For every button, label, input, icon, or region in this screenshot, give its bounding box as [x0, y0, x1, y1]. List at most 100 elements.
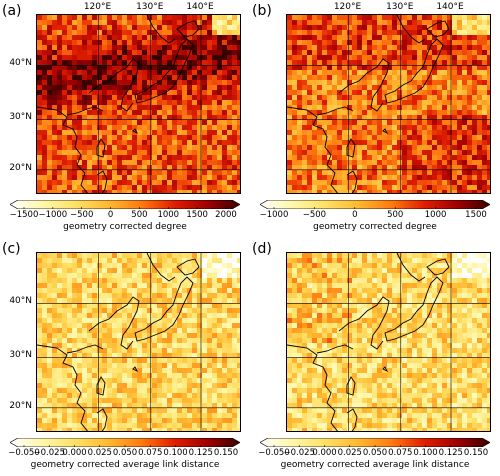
- coastline-path: [96, 376, 106, 396]
- map-field: [36, 252, 241, 432]
- colorbar: [10, 200, 240, 209]
- colorbar-tick-label: 1000: [157, 210, 180, 220]
- colorbar-tick-label: 0.050: [112, 448, 138, 458]
- map-svg: [37, 253, 240, 431]
- colorbar-tick-label: 0: [107, 210, 114, 220]
- coastline-path: [96, 138, 106, 158]
- coastline-path: [316, 106, 354, 116]
- colorbar-tick-label: 0.125: [188, 448, 213, 458]
- coastline-path: [132, 128, 139, 135]
- colorbar-tick-label: −0.050: [8, 448, 40, 458]
- colorbar-tick-label: 0.075: [388, 448, 413, 458]
- coastline-path: [88, 58, 140, 112]
- coastline-path: [396, 253, 426, 282]
- colorbar-tick-label: 0.100: [163, 448, 188, 458]
- lat-label: 20°N: [9, 162, 32, 173]
- colorbar-tick-label: 0.000: [312, 448, 337, 458]
- colorbar-tick-label: 0: [352, 210, 358, 220]
- map-field: [286, 252, 491, 432]
- coastline-path: [396, 15, 426, 44]
- lon-label: 140°E: [186, 2, 214, 12]
- coastline-path: [346, 170, 358, 193]
- colorbar-tick-label: −1500: [9, 210, 39, 220]
- coastline-path: [287, 106, 338, 193]
- colorbar-tick-label: −0.025: [33, 448, 65, 458]
- colorbar-tick-label: 0.150: [463, 448, 489, 458]
- colorbar-tick-label: 1000: [424, 210, 447, 220]
- coastline-path: [134, 38, 194, 104]
- coastline-path: [66, 106, 104, 116]
- colorbar-tick-label: −0.050: [258, 448, 290, 458]
- heatmap-cells: [287, 15, 490, 193]
- lon-label: 130°E: [136, 2, 164, 12]
- coastline-path: [382, 128, 389, 135]
- colorbar-tick-label: −1000: [259, 210, 289, 220]
- coastline-path: [176, 258, 200, 276]
- lat-label: 20°N: [9, 400, 32, 411]
- panel-label: (a): [2, 3, 22, 19]
- colorbar-tick-label: 0.100: [413, 448, 438, 458]
- colorbar-tick-label: −500: [302, 210, 327, 220]
- coastline-path: [96, 170, 108, 193]
- colorbar-tick-label: −500: [70, 210, 94, 220]
- coastline-path: [146, 15, 176, 44]
- graticule: [37, 253, 240, 431]
- colorbar-label: geometry corrected degree: [63, 222, 187, 232]
- coastlines: [287, 253, 450, 431]
- colorbar-tick-label: 0.125: [438, 448, 463, 458]
- coastlines: [37, 15, 200, 193]
- colorbar-label: geometry corrected average link distance: [30, 460, 220, 470]
- colorbar-tick-label: −1000: [38, 210, 68, 220]
- coastline-path: [287, 344, 338, 431]
- colorbar: [10, 438, 240, 447]
- lon-label: 140°E: [436, 2, 464, 12]
- panel-label: (d): [252, 241, 272, 257]
- colorbar: [260, 438, 490, 447]
- coastline-path: [426, 20, 450, 38]
- colorbar-tick-label: 1500: [465, 210, 487, 220]
- coastline-path: [88, 296, 140, 350]
- colorbar-tick-label: 1500: [186, 210, 208, 220]
- coastlines: [287, 15, 450, 193]
- lon-label: 120°E: [333, 2, 362, 12]
- coastline-path: [426, 258, 450, 276]
- colorbar-ramp: [10, 438, 240, 447]
- colorbar-tick-label: 0.000: [62, 448, 87, 458]
- coastline-path: [346, 376, 356, 396]
- coastline-path: [66, 344, 104, 354]
- colorbar-tick-label: −0.025: [283, 448, 315, 458]
- colorbar-tick-label: 500: [387, 210, 404, 220]
- coastline-path: [338, 58, 390, 112]
- coastline-path: [37, 344, 88, 431]
- coastline-path: [338, 296, 390, 350]
- colorbar-tick-label: 0.150: [213, 448, 239, 458]
- heatmap-cells: [37, 15, 240, 193]
- coastline-path: [316, 344, 354, 354]
- colorbar-label: geometry corrected degree: [313, 222, 437, 232]
- colorbar-tick-label: 500: [131, 210, 148, 220]
- panel-label: (c): [2, 241, 21, 257]
- graticule: [287, 15, 490, 193]
- colorbar-tick-label: 0.025: [87, 448, 112, 458]
- panel-d: (d) −0.050 −0.025 0.000 0.025 0.050 0.075 0.100…: [250, 238, 500, 476]
- coastline-path: [37, 106, 88, 193]
- lat-label: 30°N: [9, 350, 32, 361]
- coastline-path: [346, 138, 356, 158]
- colorbar-tick-label: 2000: [215, 210, 237, 220]
- panel-label: (b): [252, 3, 272, 19]
- coastline-path: [384, 276, 444, 342]
- colorbar-ramp: [260, 438, 490, 447]
- lat-label: 30°N: [9, 112, 32, 123]
- colorbar: [260, 200, 490, 209]
- coastline-path: [134, 276, 194, 342]
- coastline-path: [346, 408, 358, 431]
- colorbar-tick-label: 0.075: [138, 448, 163, 458]
- map-field: [286, 14, 491, 194]
- lon-label: 120°E: [83, 2, 112, 12]
- panel-a: (a) 120°E 130°E 140°E 40°N 30°N 20°N −1500 −1000…: [0, 0, 250, 238]
- lat-label: 40°N: [9, 58, 32, 69]
- map-svg: [287, 15, 490, 193]
- lat-label: 40°N: [9, 296, 32, 307]
- coastline-path: [146, 253, 176, 282]
- panel-c: (c) 40°N 30°N 20°N −0.050 −0.025 0.000 0.025 0.0…: [0, 238, 250, 476]
